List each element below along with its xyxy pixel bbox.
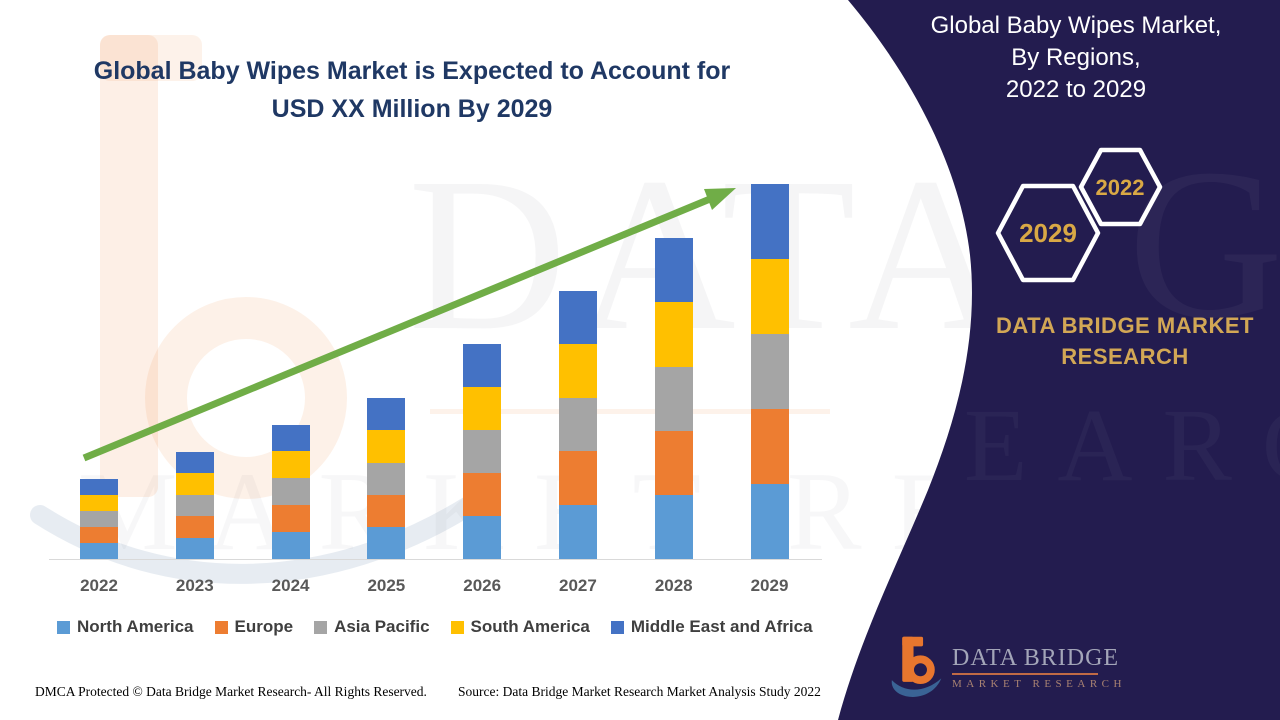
legend-swatch-icon [214, 620, 228, 634]
chart-legend: North America Europe Asia Pacific South Ame… [57, 618, 813, 636]
source-note: Source: Data Bridge Market Research Mark… [458, 684, 821, 699]
legend-item-north-america: North America [57, 618, 194, 636]
panel-heading: Global Baby Wipes Market, By Regions, 20… [925, 10, 1227, 106]
panel-brand-line2: RESEARCH [1061, 344, 1189, 369]
x-axis-label-2022: 2022 [80, 576, 118, 595]
legend-item-south-america: South America [450, 617, 590, 636]
bar-segment-2025-north-america [367, 527, 406, 559]
panel-brand-line1: DATA BRIDGE MARKET [996, 313, 1254, 338]
hexagon-2029-label: 2029 [1019, 218, 1077, 248]
legend-label: Europe [234, 617, 294, 636]
databridge-logo: DATA BRIDGE MARKET RESEARCH [891, 634, 1126, 702]
chart-title-line2: USD XX Million By 2029 [271, 95, 553, 123]
legend-item-asia-pacific: Asia Pacific [314, 617, 430, 636]
bar-segment-2029-north-america [750, 484, 789, 559]
panel-brand-wordmark: DATA BRIDGE MARKET RESEARCH [960, 310, 1280, 372]
x-axis-label-2026: 2026 [463, 576, 502, 595]
dmca-notice: DMCA Protected © Data Bridge Market Rese… [35, 684, 427, 699]
panel-heading-line3: 2022 to 2029 [1005, 76, 1147, 103]
x-axis-label-2027: 2027 [559, 576, 597, 595]
legend-swatch-icon [610, 620, 624, 634]
x-axis-line [49, 559, 822, 560]
chart-title-line1: Global Baby Wipes Market is Expected to … [93, 57, 731, 85]
legend-swatch-icon [450, 620, 464, 634]
legend-label: Asia Pacific [334, 617, 430, 636]
legend-label: Middle East and Africa [630, 617, 813, 636]
x-axis-label-2024: 2024 [271, 576, 310, 595]
bar-segment-2022-asia-pacific [80, 511, 118, 527]
bar-segment-2022-south-america [80, 495, 118, 511]
panel-heading-line1: Global Baby Wipes Market, [930, 12, 1222, 39]
bar-segment-2023-europe [175, 516, 214, 538]
bar-segment-2029-europe [750, 409, 789, 484]
legend-swatch-icon [314, 620, 328, 634]
hexagon-2029: 2029 [995, 183, 1101, 283]
hexagon-2022: 2022 [1078, 147, 1163, 227]
panel-heading-line2: By Regions, [1011, 44, 1141, 71]
logo-subtitle: MARKET RESEARCH [952, 678, 1126, 690]
bar-segment-2029-asia-pacific [750, 334, 789, 409]
logo-underline [952, 673, 1098, 675]
hexagon-2022-label: 2022 [1096, 175, 1145, 200]
bar-segment-2026-north-america [463, 516, 502, 559]
bar-segment-2027-north-america [558, 505, 597, 559]
bar-segment-2022-north-america [80, 543, 118, 559]
bar-segment-2029-south-america [750, 259, 789, 334]
bar-segment-2023-south-america [175, 473, 214, 495]
legend-label: North America [77, 617, 194, 636]
legend-label: South America [470, 617, 590, 636]
x-axis-label-2028: 2028 [654, 576, 693, 595]
bar-segment-2029-middle-east-and-africa [750, 184, 789, 259]
databridge-logo-icon [891, 636, 942, 697]
bar-segment-2025-europe [367, 495, 406, 527]
databridge-logo-text: DATA BRIDGE MARKET RESEARCH [952, 634, 1126, 690]
bar-segment-2025-asia-pacific [367, 463, 406, 495]
x-axis-label-2023: 2023 [175, 576, 214, 595]
bar-segment-2024-north-america [271, 532, 310, 559]
logo-title: DATA BRIDGE [952, 645, 1120, 671]
bar-segment-2022-middle-east-and-africa [80, 479, 118, 495]
bar-segment-2024-europe [271, 505, 310, 532]
legend-item-middle-east-and-africa: Middle East and Africa [610, 617, 813, 636]
legend-item-europe: Europe [214, 617, 294, 636]
bar-segment-2023-north-america [175, 538, 214, 559]
bar-segment-2023-asia-pacific [175, 495, 214, 516]
legend-swatch-icon [57, 620, 70, 634]
x-axis-label-2029: 2029 [750, 576, 789, 595]
bar-segment-2024-asia-pacific [271, 478, 310, 505]
x-axis-label-2025: 2025 [367, 576, 406, 595]
bar-segment-2028-north-america [654, 495, 693, 559]
chart-title: Global Baby Wipes Market is Expected to … [0, 52, 824, 128]
bar-segment-2026-europe [463, 473, 502, 516]
bar-segment-2022-europe [80, 527, 118, 543]
